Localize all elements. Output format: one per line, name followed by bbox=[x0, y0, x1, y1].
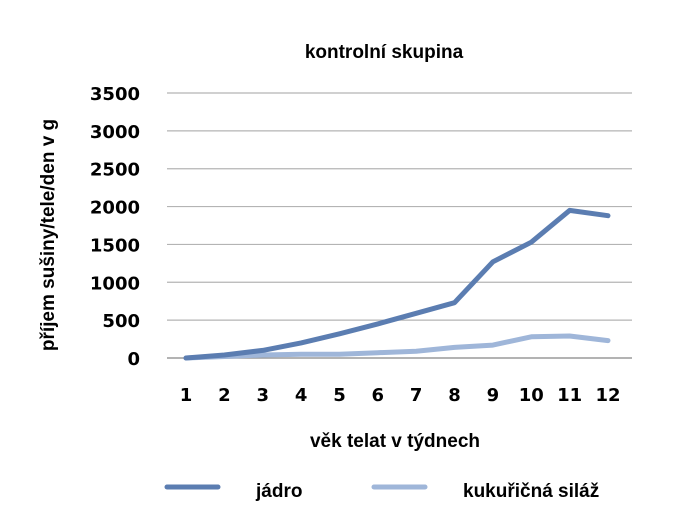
x-tick-label: 2 bbox=[218, 385, 231, 406]
chart-title: kontrolní skupina bbox=[305, 42, 464, 63]
x-tick-label: 6 bbox=[372, 385, 385, 406]
x-tick-label: 8 bbox=[448, 385, 461, 406]
series-line-0 bbox=[183, 207, 611, 361]
x-tick-label: 3 bbox=[256, 385, 269, 406]
x-tick-label: 9 bbox=[487, 385, 500, 406]
x-tick-label: 11 bbox=[557, 385, 582, 406]
x-tick-label: 5 bbox=[333, 385, 346, 406]
legend-label-1: kukuřičná siláž bbox=[463, 481, 599, 502]
series-line-1 bbox=[183, 333, 611, 361]
x-tick-label: 10 bbox=[519, 385, 544, 406]
y-tick-label: 2000 bbox=[90, 198, 140, 219]
series-lines bbox=[183, 207, 611, 361]
y-tick-label: 1000 bbox=[90, 273, 140, 294]
y-tick-label: 1500 bbox=[90, 235, 140, 256]
legend-label-0: jádro bbox=[255, 481, 302, 502]
y-tick-label: 0 bbox=[127, 349, 140, 370]
legend: jádro kukuřičná siláž bbox=[164, 481, 599, 502]
gridlines bbox=[167, 92, 632, 321]
x-axis-label: věk telat v týdnech bbox=[310, 431, 480, 452]
y-axis-label: příjem sušiny/tele/den v g bbox=[38, 119, 59, 351]
y-tick-label: 2500 bbox=[90, 160, 140, 181]
x-tick-labels: 1 2 3 4 5 6 7 8 9 10 11 12 bbox=[180, 385, 621, 406]
y-tick-label: 500 bbox=[102, 311, 140, 332]
y-tick-labels: 0 500 1000 1500 2000 2500 3000 3500 bbox=[90, 84, 140, 370]
y-tick-label: 3500 bbox=[90, 84, 140, 105]
x-tick-label: 7 bbox=[410, 385, 423, 406]
x-tick-label: 1 bbox=[180, 385, 193, 406]
y-tick-label: 3000 bbox=[90, 122, 140, 143]
x-tick-label: 12 bbox=[595, 385, 620, 406]
x-tick-label: 4 bbox=[295, 385, 308, 406]
